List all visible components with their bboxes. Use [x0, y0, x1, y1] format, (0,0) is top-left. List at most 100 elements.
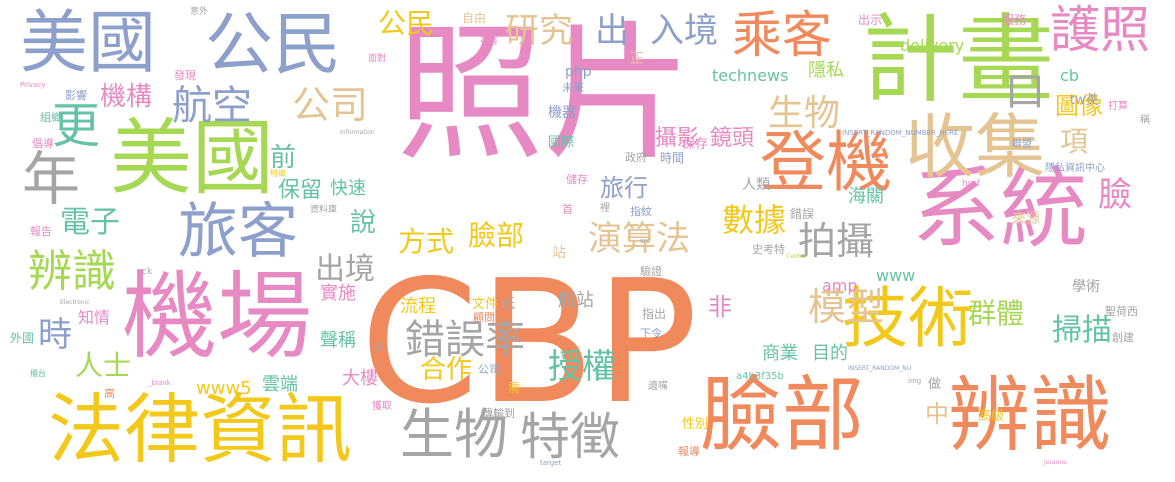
word-claim: 聲稱	[320, 330, 356, 351]
word-privacy-en: Privacy	[20, 81, 46, 89]
word-epic: 隱私資訊中心	[1045, 163, 1105, 174]
word-international: 國際	[548, 135, 575, 150]
word-jeramie: Jeramie	[1044, 459, 1067, 466]
word-service: 服務	[1002, 13, 1027, 27]
word-do: 做	[928, 377, 942, 392]
word-collect: 收集	[905, 106, 1045, 188]
word-cloud-service: 雲端	[262, 374, 298, 395]
word-aviation: 航空	[172, 83, 252, 129]
word-usa-green: 美國	[110, 111, 275, 206]
word-point-out: 指出	[642, 307, 667, 321]
word-group: 群體	[968, 297, 1025, 330]
word-item: 項	[1060, 125, 1089, 158]
word-document: 文件	[472, 297, 499, 312]
word-img: img	[908, 377, 922, 385]
word-boarding: 登機	[760, 124, 892, 201]
word-human: 人類	[742, 177, 770, 193]
word-organization: 組織	[40, 111, 62, 124]
word-informed: 知情	[78, 308, 111, 327]
word-method: 方式	[398, 225, 455, 258]
word-citizen-blue: 公民	[205, 6, 342, 85]
word-verify: 驗證	[640, 265, 662, 278]
word-recognition: 辨識	[948, 368, 1113, 463]
word-report: 報告	[30, 225, 52, 238]
word-machine: 機器	[548, 105, 576, 121]
word-alliance: 聯盟	[1012, 139, 1032, 150]
word-image: 圖像	[1055, 92, 1103, 120]
word-data: 數據	[722, 201, 787, 239]
word-bio-tan: 生物	[768, 93, 841, 134]
word-algorithm: 演算法	[588, 219, 690, 259]
word-obtain: 獲取	[372, 401, 392, 412]
word-more: 更	[52, 98, 101, 154]
word-influence: 影響	[65, 89, 87, 102]
word-create: 創建	[1112, 331, 1134, 344]
word-lens: 鏡頭	[710, 126, 755, 151]
word-accident: 意外	[190, 7, 209, 17]
word-exist: 存有	[480, 37, 499, 47]
word-terminal: 航站	[558, 290, 594, 311]
word-php: php	[565, 64, 592, 80]
word-face: 臉部	[700, 368, 865, 463]
word-src: src	[640, 237, 651, 245]
word-bio: 生物	[400, 403, 508, 466]
word-trail: 遺嘴	[648, 381, 668, 392]
word-show: 出示	[858, 13, 883, 27]
word-mouth: 口	[1005, 69, 1045, 115]
word-traveler: 旅客	[178, 197, 298, 267]
word-out: 出	[595, 11, 629, 51]
word-first: 首	[562, 203, 573, 216]
word-face-yellow: 臉部	[468, 219, 525, 252]
word-cooperate: 合作	[420, 355, 473, 385]
word-counter: 櫃台	[30, 369, 46, 378]
word-identify-green: 辨識	[28, 246, 116, 297]
word-privacy: 隱私	[808, 60, 844, 81]
word-order: 下令	[640, 327, 662, 340]
word-insert-random-nu: INSERT_RANDOM_NU	[848, 365, 912, 372]
word-commercial: 商業	[762, 343, 798, 364]
word-passport: 護照	[1050, 1, 1150, 59]
word-cbp: CBP	[360, 244, 698, 442]
word-amp: amp	[822, 276, 858, 295]
word-report-orange: 報導	[678, 445, 700, 458]
word-feature: 特徵	[520, 408, 620, 466]
word-href: href	[962, 179, 980, 189]
word-government: 政府	[625, 151, 647, 164]
word-say: 說	[350, 208, 377, 238]
word-before: 前	[270, 143, 297, 173]
word-error-rate: 錯誤率	[405, 317, 525, 363]
word-senior: 高級	[978, 409, 1005, 424]
word-advocate: 倡導	[32, 137, 54, 150]
word-delivery: delivery	[900, 36, 965, 55]
word-fast: 快速	[330, 178, 366, 199]
word-www: www	[876, 266, 916, 285]
word-blank: _blank	[148, 379, 171, 387]
word-electronic: 電子	[60, 205, 120, 240]
word-purpose: 目的	[812, 343, 848, 364]
word-usa-blue: 美國	[20, 4, 157, 83]
word-retain: 保留	[278, 178, 323, 203]
word-shoot: 拍攝	[798, 219, 875, 263]
word-face-to: 面對	[368, 54, 387, 64]
word-plan-to: 打算	[1108, 101, 1128, 112]
word-storage: 儲存	[566, 173, 588, 186]
word-transfer: 傳輸到	[482, 407, 515, 420]
word-time: 時	[38, 315, 72, 355]
word-day: 天	[374, 343, 384, 354]
word-time-small: 時間	[660, 151, 685, 165]
word-plan: 計畫	[862, 4, 1054, 116]
word-process: 流程	[400, 296, 436, 317]
word-system: 系統	[912, 157, 1089, 260]
word-non: 非	[708, 293, 732, 321]
word-preserve: 保存	[682, 137, 709, 152]
word-need: 需	[508, 381, 521, 395]
word-electronic-en: Electronic	[60, 299, 90, 306]
word-low: 低	[502, 297, 516, 312]
word-citizen-yellow: 公民	[378, 7, 435, 40]
word-fingerprint: 指紋	[630, 205, 652, 218]
word-foreign: 外國	[10, 331, 35, 345]
word-ck: ck	[142, 267, 153, 277]
word-person: 人士	[75, 349, 132, 382]
word-tw: tw美	[1070, 93, 1099, 108]
